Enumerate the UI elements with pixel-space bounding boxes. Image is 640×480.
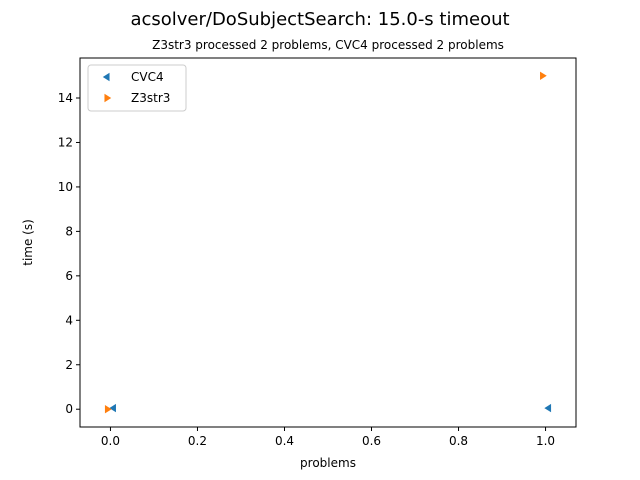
legend-box: [87, 64, 187, 112]
y-axis-label: time (s): [21, 219, 35, 266]
x-tick-label: 0.0: [101, 434, 120, 448]
x-tick-label: 0.8: [449, 434, 468, 448]
x-tick-label: 0.4: [275, 434, 294, 448]
legend-label-cvc4: CVC4: [131, 70, 164, 84]
chart-title: acsolver/DoSubjectSearch: 15.0-s timeout: [130, 9, 509, 30]
legend: CVC4 Z3str3: [87, 64, 187, 112]
x-tick-label: 1.0: [536, 434, 555, 448]
y-tick-label: 6: [65, 269, 73, 283]
z3str3-point: [540, 71, 547, 80]
x-tick-label: 0.2: [188, 434, 207, 448]
cvc4-point: [109, 403, 116, 413]
y-tick-label: 2: [65, 358, 73, 372]
y-tick-label: 4: [65, 313, 73, 327]
plot-area: 0.0 0.2 0.4 0.6 0.8 1.0 0 2 4 6 8 10 12 14: [58, 57, 577, 448]
chart-subtitle: Z3str3 processed 2 problems, CVC4 proces…: [152, 38, 504, 52]
x-tick-label: 0.6: [362, 434, 381, 448]
z3str3-point: [104, 405, 112, 414]
x-axis-ticks: 0.0 0.2 0.4 0.6 0.8 1.0: [101, 427, 555, 448]
legend-marker-cvc4: [102, 72, 110, 82]
y-tick-label: 8: [65, 224, 73, 238]
y-axis-ticks: 0 2 4 6 8 10 12 14: [58, 91, 80, 416]
legend-label-z3str3: Z3str3: [131, 91, 170, 105]
data-marks: [104, 71, 552, 414]
axes-frame: [79, 57, 577, 428]
y-tick-label: 10: [58, 180, 73, 194]
legend-marker-z3str3: [104, 93, 112, 103]
y-tick-label: 0: [65, 402, 73, 416]
y-tick-label: 14: [58, 91, 73, 105]
x-axis-label: problems: [300, 456, 356, 470]
cvc4-point: [544, 403, 552, 413]
y-tick-label: 12: [58, 135, 73, 149]
